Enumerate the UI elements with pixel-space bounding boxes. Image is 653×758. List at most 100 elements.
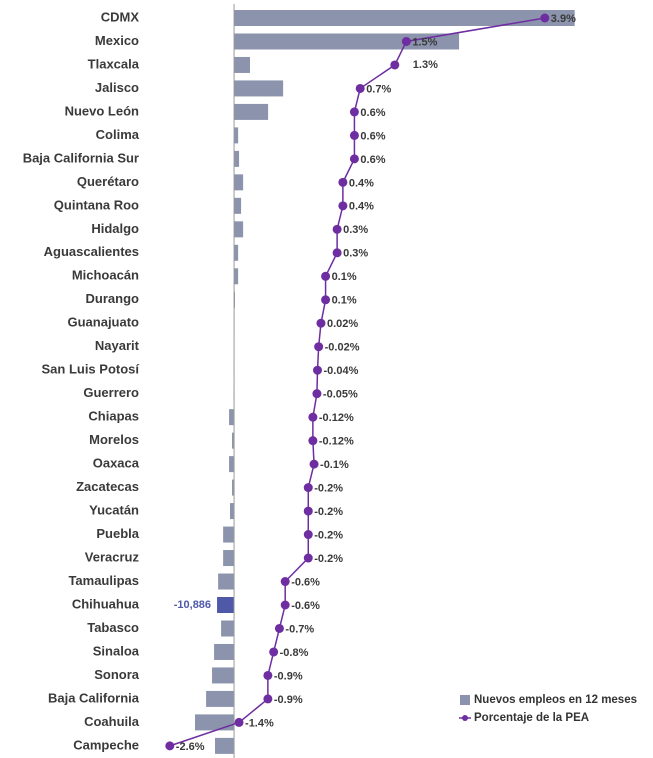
pea-point [349, 130, 359, 140]
category-label: Aguascalientes [44, 244, 139, 259]
pea-point [401, 36, 411, 46]
pea-value-label: -0.7% [285, 623, 314, 635]
bar [206, 690, 235, 707]
pea-value-label: 0.7% [366, 83, 391, 95]
category-label: Puebla [96, 526, 139, 541]
pea-value-label: -0.04% [324, 365, 359, 377]
pea-value-label: -0.02% [325, 342, 360, 354]
pea-value-label: -2.6% [176, 741, 205, 753]
category-label: Guerrero [83, 385, 139, 400]
pea-value-label: 0.6% [360, 107, 385, 119]
bar [234, 10, 575, 26]
category-label: Campeche [73, 737, 139, 752]
pea-point [308, 412, 318, 422]
bar [217, 597, 235, 613]
category-label: Sonora [94, 667, 140, 682]
pea-value-label: 0.1% [332, 295, 357, 307]
pea-point [316, 318, 326, 328]
pea-value-label: -0.12% [319, 412, 354, 424]
category-label: Mexico [95, 33, 139, 48]
bar [234, 244, 239, 261]
pea-line [169, 17, 545, 747]
category-label: Coahuila [84, 714, 140, 729]
pea-value-label: 0.3% [343, 224, 368, 236]
pea-point [390, 60, 400, 70]
category-label: Nuevo León [65, 103, 139, 118]
category-label: Hidalgo [91, 221, 139, 236]
pea-point [540, 13, 550, 23]
bar [234, 221, 244, 238]
pea-value-label: 0.02% [327, 318, 358, 330]
bar [212, 667, 235, 684]
legend-swatch [460, 695, 470, 705]
category-label: Tabasco [87, 620, 139, 635]
category-label: Baja California Sur [23, 150, 139, 165]
pea-value-label: -0.05% [323, 389, 358, 401]
pea-point [263, 670, 273, 680]
pea-point [349, 154, 359, 164]
category-label: Querétaro [77, 174, 139, 189]
pea-value-label: 0.6% [360, 154, 385, 166]
category-label: Quintana Roo [54, 197, 139, 212]
pea-value-label: -0.9% [274, 694, 303, 706]
bar [214, 643, 235, 660]
pea-value-label: -1.4% [245, 717, 274, 729]
pea-point [303, 530, 313, 540]
category-label: Michoacán [72, 268, 139, 283]
pea-value-label: 1.3% [413, 59, 438, 71]
pea-point [263, 694, 273, 704]
pea-value-label: -0.2% [314, 529, 343, 541]
bar [232, 432, 235, 449]
category-label: Tamaulipas [68, 573, 139, 588]
bar [234, 268, 239, 285]
category-label: Durango [86, 291, 140, 306]
bar [234, 103, 269, 120]
category-label: Colima [96, 127, 140, 142]
legend-marker [462, 715, 468, 721]
pea-value-label: 0.3% [343, 248, 368, 260]
pea-point [165, 741, 175, 751]
bar [218, 573, 235, 590]
bar [234, 127, 239, 144]
bar [230, 503, 235, 520]
pea-value-label: -0.2% [314, 483, 343, 495]
bar [229, 456, 235, 473]
category-label: Sinaloa [93, 643, 140, 658]
bar [234, 197, 242, 214]
category-label: Oaxaca [93, 456, 140, 471]
pea-point [303, 506, 313, 516]
legend-label: Nuevos empleos en 12 meses [474, 694, 637, 706]
pea-value-label: -0.9% [274, 670, 303, 682]
category-label: Tlaxcala [88, 56, 140, 71]
pea-point [349, 107, 359, 117]
category-label: Jalisco [95, 80, 139, 95]
pea-point [280, 577, 290, 587]
pea-point [321, 295, 331, 305]
category-label: Baja California [48, 690, 140, 705]
pea-point [308, 436, 318, 446]
pea-point [338, 201, 348, 211]
bar [229, 409, 235, 426]
pea-value-label: -0.6% [291, 576, 320, 588]
bar [223, 526, 235, 543]
bar [234, 174, 244, 191]
pea-point [303, 483, 313, 493]
bar [215, 737, 235, 754]
pea-point [234, 717, 244, 727]
bar [221, 620, 235, 637]
category-label: Yucatán [89, 503, 139, 518]
category-label: Veracruz [85, 549, 140, 564]
category-label: Morelos [89, 432, 139, 447]
category-label: Chihuahua [72, 596, 140, 611]
bar [232, 479, 235, 496]
pea-point [313, 365, 322, 375]
pea-value-label: -0.2% [314, 553, 343, 565]
bar [234, 150, 240, 167]
pea-value-label: 0.1% [332, 271, 357, 283]
category-label: Nayarit [95, 338, 140, 353]
pea-point [274, 623, 284, 633]
pea-value-label: -0.2% [314, 506, 343, 518]
pea-point [303, 553, 313, 563]
bar [234, 80, 284, 97]
